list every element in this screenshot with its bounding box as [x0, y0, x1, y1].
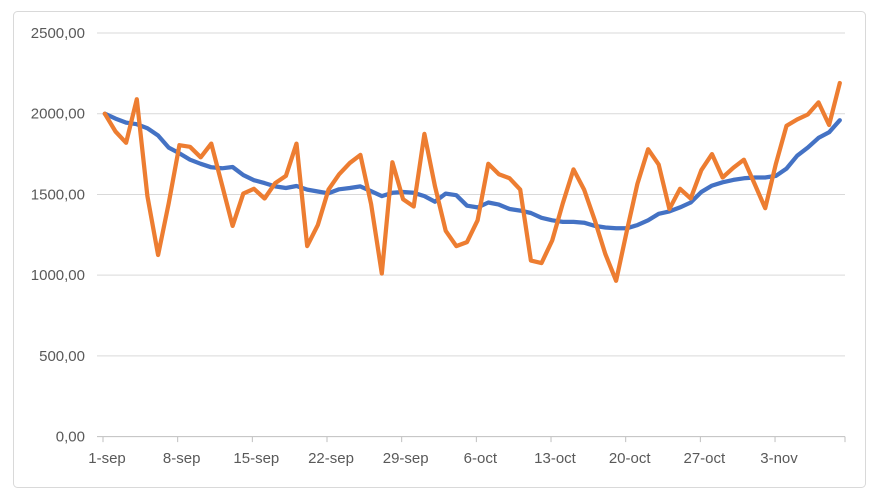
- x-axis-tick-label: 27-oct: [684, 450, 727, 467]
- chart-frame: [13, 11, 866, 488]
- y-axis-tick-label: 2000,00: [31, 106, 85, 123]
- x-axis-tick-label: 1-sep: [88, 450, 126, 467]
- y-axis-tick-label: 1000,00: [31, 267, 85, 284]
- y-axis-tick-label: 1500,00: [31, 186, 85, 203]
- x-axis-tick-label: 13-oct: [534, 450, 577, 467]
- series-blue-smoothed-line: [102, 111, 842, 231]
- y-axis-tick-label: 500,00: [39, 348, 85, 365]
- x-axis-tick-label: 6-oct: [464, 450, 498, 467]
- y-axis-tick-label: 2500,00: [31, 25, 85, 42]
- series-orange-daily-line: [102, 80, 842, 283]
- x-axis-tick-label: 15-sep: [233, 450, 279, 467]
- x-axis-tick-label: 8-sep: [163, 450, 201, 467]
- x-axis-tick-label: 20-oct: [609, 450, 652, 467]
- x-axis-tick-label: 29-sep: [383, 450, 429, 467]
- x-axis-tick-label: 22-sep: [308, 450, 354, 467]
- y-axis-tick-label: 0,00: [56, 429, 85, 446]
- x-axis-tick-label: 3-nov: [760, 450, 798, 467]
